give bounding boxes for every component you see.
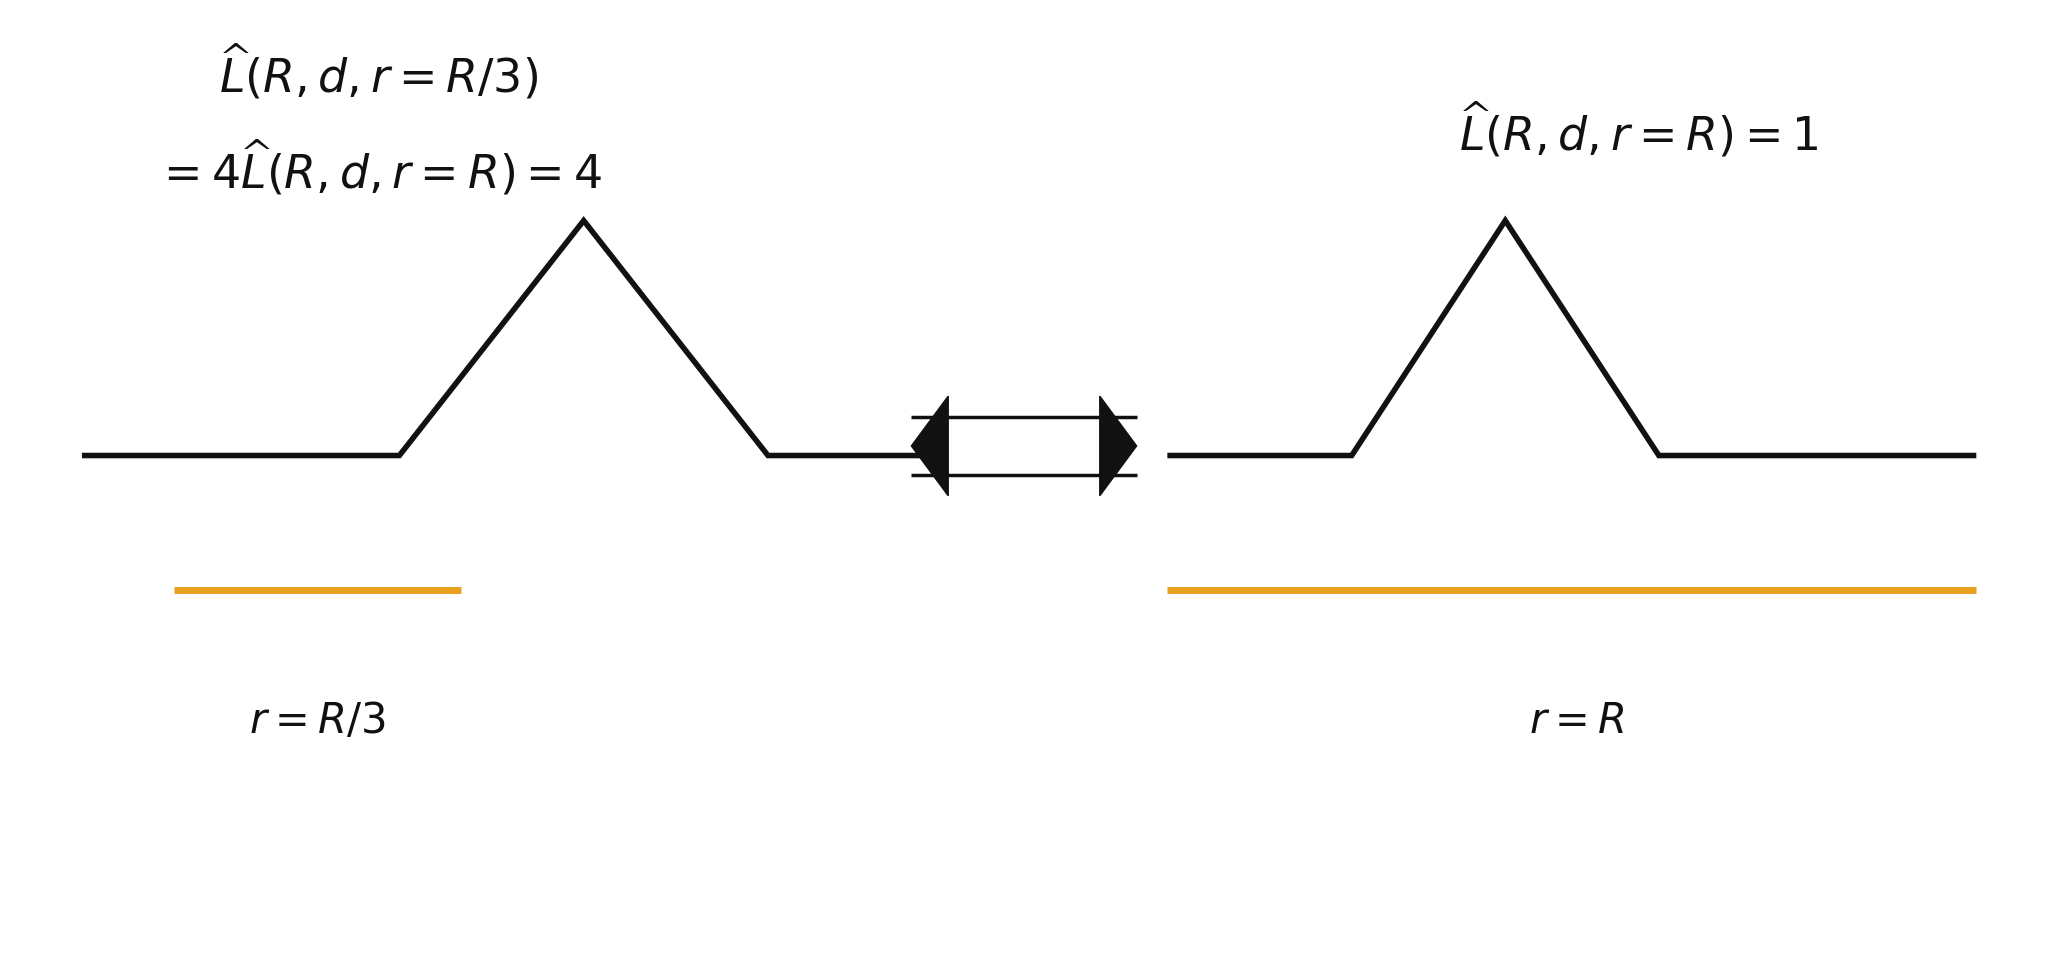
Text: $\widehat{L}(R, d, r = R) = 1$: $\widehat{L}(R, d, r = R) = 1$ xyxy=(1458,101,1819,160)
Text: $r = R$: $r = R$ xyxy=(1530,700,1624,742)
Text: $\widehat{L}(R, d, r = R/3)$: $\widehat{L}(R, d, r = R/3)$ xyxy=(219,43,539,103)
Polygon shape xyxy=(911,396,948,496)
Polygon shape xyxy=(1100,396,1137,496)
Text: $r = R/3$: $r = R/3$ xyxy=(250,700,385,742)
Text: $= 4\widehat{L}(R, d, r = R) = 4$: $= 4\widehat{L}(R, d, r = R) = 4$ xyxy=(156,139,602,199)
